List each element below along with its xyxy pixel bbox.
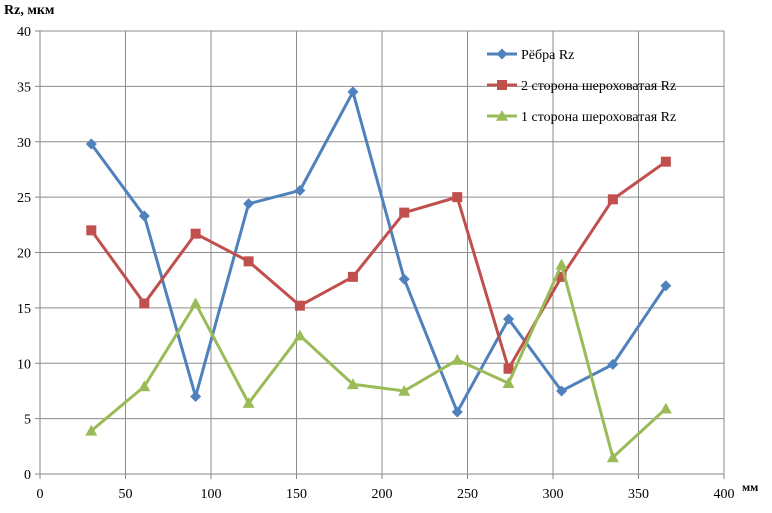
- x-tick-label: 350: [628, 487, 649, 502]
- data-point-series-1: [556, 385, 568, 397]
- data-point-series-3: [398, 384, 411, 396]
- legend-label: 2 сторона шероховатая Rz: [521, 79, 676, 94]
- data-point-series-1: [607, 358, 619, 370]
- data-point-series-3: [346, 378, 359, 390]
- x-tick-label: 300: [543, 487, 564, 502]
- legend-marker: [497, 80, 507, 90]
- legend-label: Рёбра Rz: [521, 48, 574, 63]
- data-point-series-1: [85, 138, 97, 150]
- x-tick-label: 200: [372, 487, 393, 502]
- y-tick-label: 15: [17, 302, 31, 317]
- data-point-series-3: [502, 377, 515, 388]
- data-point-series-2: [86, 225, 97, 236]
- data-point-series-2: [139, 298, 150, 309]
- legend-marker: [496, 48, 508, 60]
- data-point-series-3: [659, 402, 672, 414]
- data-point-series-2: [452, 192, 463, 203]
- legend-marker: [496, 110, 508, 121]
- data-point-series-1: [243, 198, 255, 210]
- data-point-series-1: [294, 184, 306, 196]
- data-point-series-3: [85, 424, 98, 436]
- data-point-series-2: [243, 256, 254, 267]
- data-point-series-3: [451, 353, 464, 365]
- x-axis-label: мм: [742, 480, 759, 494]
- data-point-series-1: [503, 313, 515, 325]
- series-line-1: [90, 90, 668, 414]
- data-point-series-3: [555, 258, 568, 270]
- data-point-series-2: [399, 207, 410, 218]
- y-axis-label: Rz, мкм: [4, 3, 55, 18]
- legend-label: 1 сторона шероховатая Rz: [521, 110, 676, 125]
- data-point-series-2: [660, 156, 671, 167]
- data-point-series-3: [293, 329, 306, 341]
- y-tick-label: 20: [17, 247, 31, 262]
- series-line-2: [90, 160, 667, 371]
- data-point-series-1: [660, 280, 672, 292]
- data-point-series-1: [190, 390, 202, 402]
- x-tick-label: 250: [457, 487, 478, 502]
- y-tick-label: 25: [17, 191, 31, 206]
- data-point-series-3: [189, 297, 202, 309]
- data-point-series-1: [347, 86, 359, 98]
- x-tick-label: 150: [286, 487, 307, 502]
- data-point-series-2: [294, 300, 305, 311]
- y-tick-label: 30: [17, 136, 31, 151]
- data-point-series-1: [398, 273, 410, 285]
- y-tick-label: 0: [24, 468, 31, 483]
- data-point-series-3: [606, 451, 619, 463]
- y-tick-label: 40: [17, 25, 31, 40]
- y-tick-label: 5: [24, 413, 31, 428]
- data-point-series-1: [451, 406, 463, 418]
- data-point-series-3: [242, 397, 255, 408]
- x-tick-label: 400: [714, 487, 735, 502]
- series-line-3: [90, 263, 667, 459]
- data-point-series-2: [556, 271, 567, 282]
- x-tick-label: 0: [37, 487, 44, 502]
- x-tick-label: 100: [201, 487, 222, 502]
- data-point-series-1: [138, 210, 150, 222]
- data-point-series-3: [138, 380, 151, 392]
- data-point-series-2: [190, 228, 201, 239]
- data-point-series-2: [607, 194, 618, 205]
- x-tick-label: 50: [119, 487, 133, 502]
- y-tick-label: 35: [17, 80, 31, 95]
- y-tick-label: 10: [17, 357, 31, 372]
- data-point-series-2: [503, 363, 514, 374]
- data-point-series-2: [347, 271, 358, 282]
